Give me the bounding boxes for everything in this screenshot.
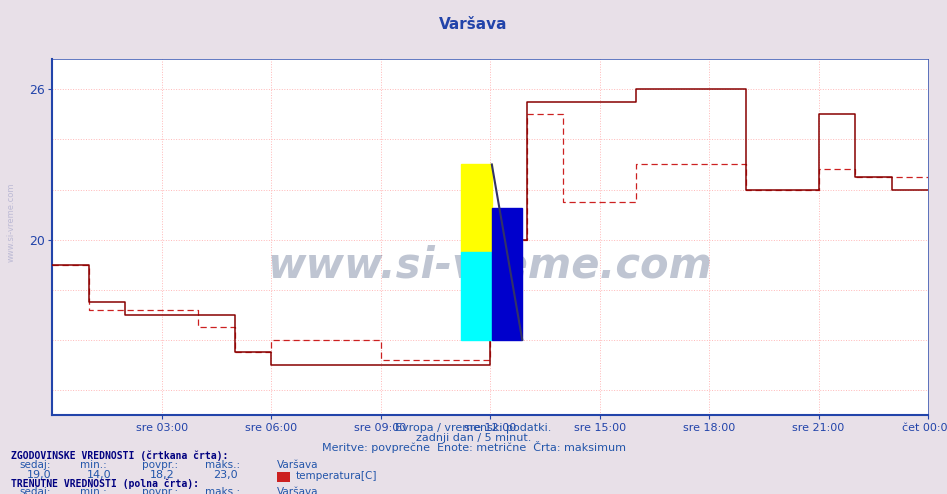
Text: 18,2: 18,2	[150, 470, 174, 480]
Text: min.:: min.:	[80, 488, 106, 494]
Text: temperatura[C]: temperatura[C]	[295, 471, 377, 481]
Text: www.si-vreme.com: www.si-vreme.com	[7, 183, 16, 262]
Text: www.si-vreme.com: www.si-vreme.com	[268, 245, 712, 287]
Text: 23,0: 23,0	[213, 470, 238, 480]
Text: maks.:: maks.:	[205, 460, 241, 470]
Text: 19,0: 19,0	[27, 470, 51, 480]
Bar	[461, 165, 491, 252]
Text: 14,0: 14,0	[87, 470, 112, 480]
Text: ZGODOVINSKE VREDNOSTI (črtkana črta):: ZGODOVINSKE VREDNOSTI (črtkana črta):	[11, 451, 229, 461]
Text: Meritve: povprečne  Enote: metrične  Črta: maksimum: Meritve: povprečne Enote: metrične Črta:…	[321, 441, 626, 453]
Bar	[461, 252, 491, 340]
Text: Varšava: Varšava	[277, 460, 318, 470]
Text: zadnji dan / 5 minut.: zadnji dan / 5 minut.	[416, 433, 531, 443]
Bar	[491, 208, 522, 340]
Text: povpr.:: povpr.:	[142, 460, 178, 470]
Text: TRENUTNE VREDNOSTI (polna črta):: TRENUTNE VREDNOSTI (polna črta):	[11, 478, 200, 489]
Text: Evropa / vremenski podatki.: Evropa / vremenski podatki.	[395, 423, 552, 433]
Text: Varšava: Varšava	[439, 17, 508, 32]
Text: min.:: min.:	[80, 460, 106, 470]
Text: sedaj:: sedaj:	[19, 488, 50, 494]
Text: sedaj:: sedaj:	[19, 460, 50, 470]
Text: povpr.:: povpr.:	[142, 488, 178, 494]
Text: Varšava: Varšava	[277, 488, 318, 494]
Text: maks.:: maks.:	[205, 488, 241, 494]
